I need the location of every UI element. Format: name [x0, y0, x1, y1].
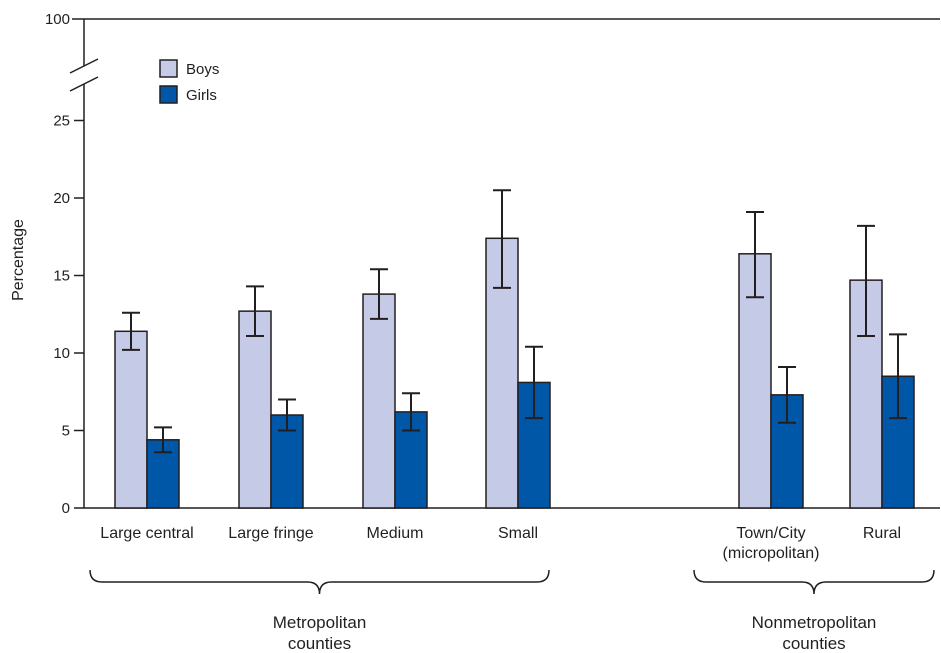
y-axis-label: Percentage — [10, 219, 27, 301]
group-brace — [89, 569, 550, 595]
category-label: Rural — [863, 525, 901, 542]
category-label: Town/City (micropolitan) — [723, 525, 820, 562]
group-label: Nonmetropolitan counties — [752, 613, 877, 653]
group-labels: Metropolitan counties Nonmetropolitan count… — [89, 569, 935, 653]
category-label: Large fringe — [228, 525, 313, 542]
legend-label-girls: Girls — [186, 87, 217, 104]
category-label: Large central — [100, 525, 193, 542]
y-tick-label: 0 — [62, 500, 70, 517]
bar-boys-0 — [114, 330, 148, 509]
axes: 0 5 10 15 20 25 100 Percentage — [10, 11, 940, 517]
y-tick-label: 25 — [53, 113, 70, 130]
y-tick-label: 20 — [53, 190, 70, 207]
legend-swatch-boys — [159, 59, 178, 78]
category-labels: Large central Large fringe Medium Small Town… — [100, 525, 901, 562]
legend-label-boys: Boys — [186, 61, 219, 78]
y-tick-label: 5 — [62, 423, 70, 440]
axis-break-mark — [69, 76, 99, 92]
bar-boys-1 — [238, 310, 272, 509]
category-label: Small — [498, 525, 538, 542]
y-tick-label: 15 — [53, 268, 70, 285]
category-label: Medium — [367, 525, 424, 542]
y-tick-label: 10 — [53, 345, 70, 362]
y-tick-label-top: 100 — [45, 11, 70, 28]
bars — [114, 237, 915, 509]
group-brace — [693, 569, 935, 595]
legend-swatch-girls — [159, 85, 178, 104]
axis-break-mark — [69, 58, 99, 74]
legend: Boys Girls — [159, 59, 219, 104]
group-label: Metropolitan counties — [273, 613, 367, 653]
bar-boys-3 — [485, 237, 519, 509]
error-bars — [122, 189, 907, 454]
bar-boys-2 — [362, 293, 396, 509]
